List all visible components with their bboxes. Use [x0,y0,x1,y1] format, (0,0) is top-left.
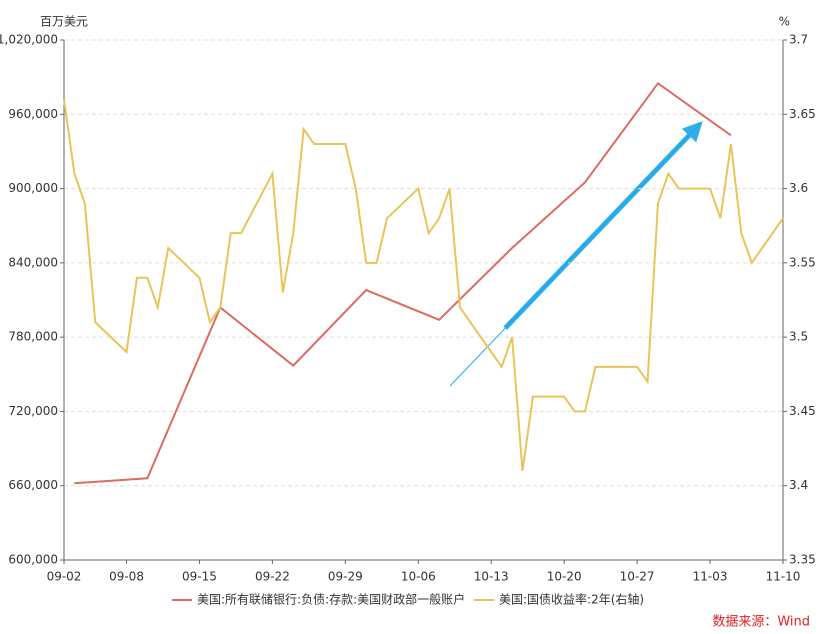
y-tick-label: 600,000 [8,553,58,567]
y2-tick-label: 3.45 [789,404,816,418]
y-tick-label: 1,020,000 [0,33,58,47]
y-tick-label: 840,000 [8,255,58,269]
y-tick-label: 660,000 [8,478,58,492]
x-tick-label: 11-10 [766,570,801,584]
y2-tick-label: 3.6 [789,181,808,195]
x-tick-label: 10-13 [474,570,509,584]
y-tick-label: 720,000 [8,404,58,418]
x-tick-label: 09-02 [47,570,82,584]
series-line [63,99,784,471]
y2-tick-label: 3.55 [789,255,816,269]
x-tick-label: 09-29 [328,570,363,584]
x-tick-label: 09-15 [182,570,217,584]
x-tick-label: 09-22 [255,570,290,584]
y-unit: 百万美元 [40,15,88,29]
y-tick-label: 900,000 [8,181,58,195]
trend-arrow [448,121,703,388]
y2-tick-label: 3.4 [789,478,808,492]
y2-unit: % [779,15,790,29]
source: 数据来源：Wind [712,615,810,630]
x-tick-label: 09-08 [109,570,144,584]
x-tick-label: 11-03 [693,570,728,584]
x-tick-label: 10-06 [401,570,436,584]
legend-label: 美国:所有联储银行:负债:存款:美国财政部一般账户 [197,592,465,607]
x-tick-label: 10-27 [620,570,655,584]
x-tick-label: 10-20 [547,570,582,584]
y2-tick-label: 3.35 [789,553,816,567]
y-tick-label: 780,000 [8,330,58,344]
legend-label: 美国:国债收益率:2年(右轴) [499,592,644,607]
y2-tick-label: 3.5 [789,330,808,344]
y2-tick-label: 3.7 [789,33,808,47]
series-line [74,81,732,485]
y-tick-label: 960,000 [8,107,58,121]
y2-tick-label: 3.65 [789,107,816,121]
